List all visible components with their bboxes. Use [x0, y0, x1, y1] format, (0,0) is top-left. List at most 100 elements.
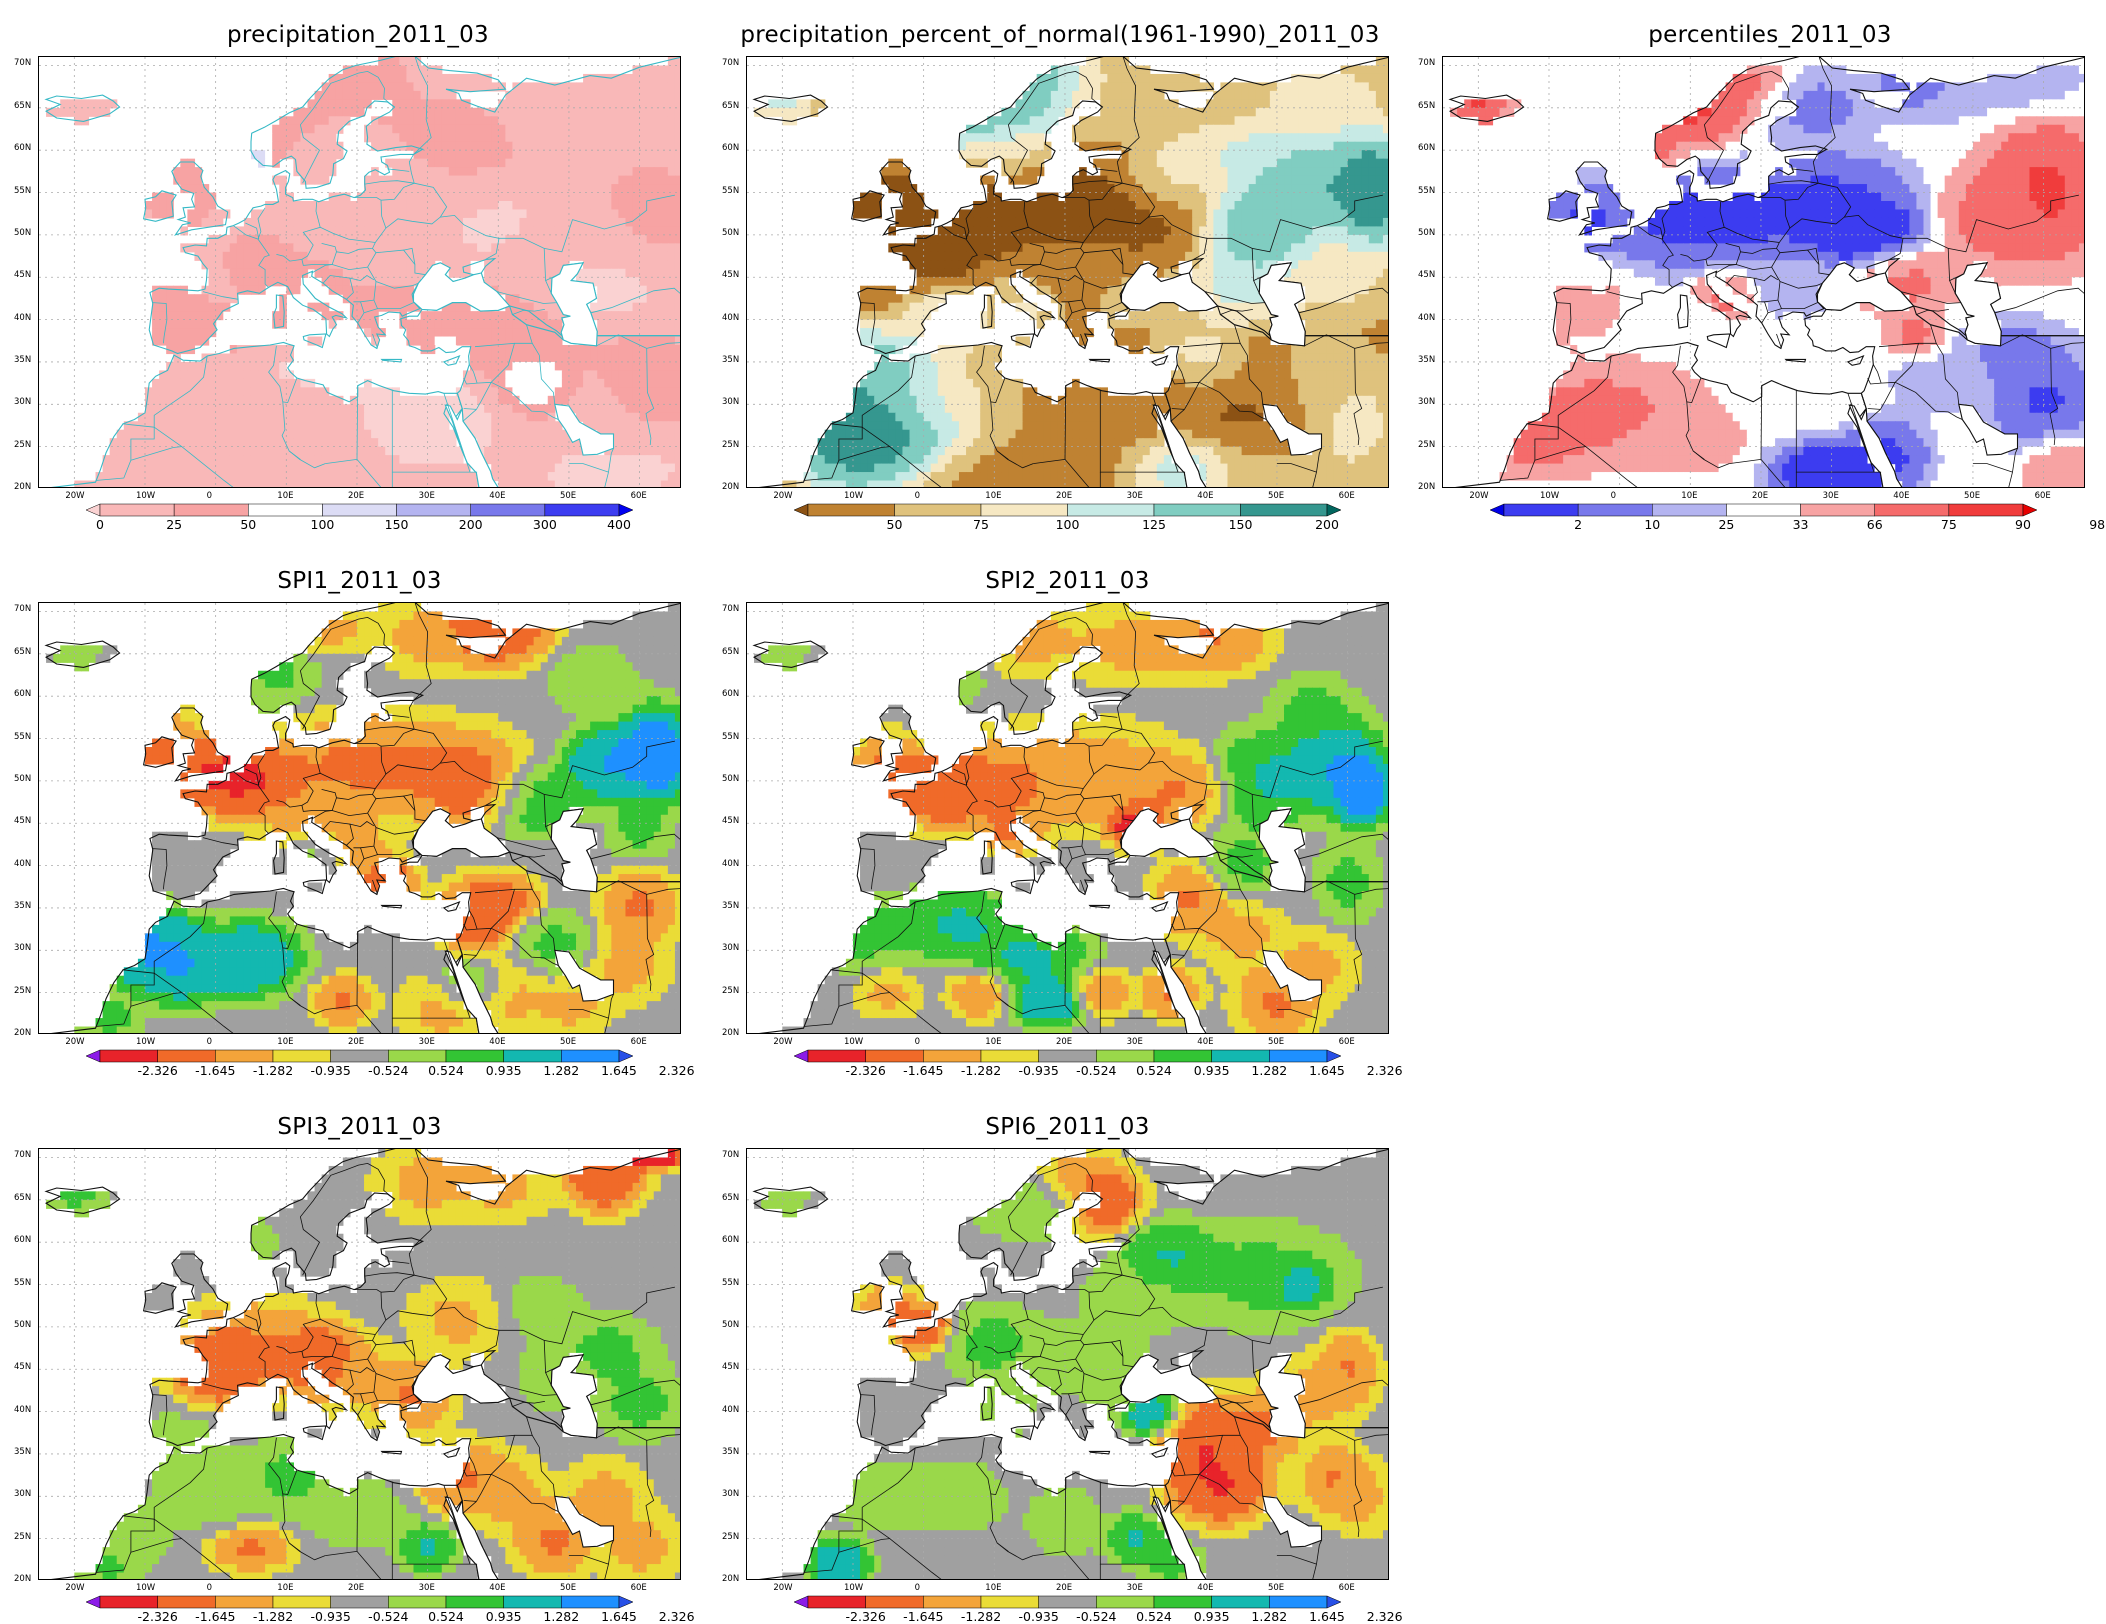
field-cell — [796, 99, 804, 108]
field-cell — [1171, 235, 1179, 244]
field-cell — [654, 82, 662, 91]
field-cell — [406, 235, 414, 244]
field-cell — [548, 201, 556, 210]
field-cell — [647, 311, 655, 320]
field-cell — [867, 201, 875, 210]
field-cell — [1242, 209, 1250, 218]
field-cell — [1065, 209, 1073, 218]
field-cell — [364, 396, 372, 405]
field-cell — [527, 472, 535, 481]
field-cell — [987, 133, 995, 142]
field-cell — [258, 277, 266, 286]
field-cell — [1086, 252, 1094, 261]
field-cell — [647, 353, 655, 362]
field-cell — [867, 209, 875, 218]
field-cell — [350, 82, 358, 91]
field-cell — [1044, 226, 1052, 235]
field-cell — [1213, 184, 1221, 193]
field-cell — [1185, 193, 1193, 202]
field-cell — [1023, 133, 1031, 142]
field-cell — [223, 438, 231, 447]
field-cell — [527, 286, 535, 295]
field-cell — [1369, 345, 1377, 354]
field-cell — [512, 193, 520, 202]
field-cell — [675, 277, 681, 286]
field-cell — [512, 116, 520, 125]
field-cell — [917, 269, 925, 278]
field-cell — [152, 320, 160, 329]
field-cell — [633, 91, 641, 100]
field-cell — [980, 226, 988, 235]
field-cell — [994, 226, 1002, 235]
field-cell — [385, 303, 393, 312]
field-cell — [647, 294, 655, 303]
field-cell — [286, 404, 294, 413]
field-cell — [534, 277, 542, 286]
field-cell — [604, 362, 612, 371]
field-cell — [512, 209, 520, 218]
field-cell — [251, 396, 259, 405]
field-cell — [1355, 243, 1363, 252]
field-cell — [1129, 337, 1137, 346]
field-cell — [1369, 320, 1377, 329]
field-cell — [910, 260, 918, 269]
field-cell — [180, 370, 188, 379]
field-cell — [442, 142, 450, 151]
field-cell — [534, 82, 542, 91]
field-cell — [1341, 74, 1349, 83]
field-cell — [216, 379, 224, 388]
field-cell — [590, 362, 598, 371]
field-cell — [209, 430, 217, 439]
field-cell — [512, 99, 520, 108]
field-cell — [1136, 82, 1144, 91]
field-cell — [675, 294, 681, 303]
field-cell — [378, 91, 386, 100]
field-cell — [562, 201, 570, 210]
field-cell — [534, 99, 542, 108]
field-cell — [152, 201, 160, 210]
field-cell — [1369, 125, 1377, 134]
field-cell — [994, 218, 1002, 227]
field-cell — [548, 404, 556, 413]
field-cell — [527, 142, 535, 151]
field-cell — [1348, 167, 1356, 176]
field-cell — [1242, 167, 1250, 176]
field-cell — [1312, 260, 1320, 269]
field-cell — [534, 184, 542, 193]
field-cell — [322, 421, 330, 430]
colorbar-tick-label: 150 — [385, 517, 409, 532]
field-cell — [527, 209, 535, 218]
field-cell — [1312, 125, 1320, 134]
field-cell — [223, 353, 231, 362]
field-cell — [406, 193, 414, 202]
field-cell — [576, 243, 584, 252]
field-cell — [286, 243, 294, 252]
field-cell — [1157, 99, 1165, 108]
field-cell — [1326, 159, 1334, 168]
field-cell — [1263, 353, 1271, 362]
field-cell — [1235, 218, 1243, 227]
field-cell — [604, 209, 612, 218]
field-cell — [1277, 209, 1285, 218]
field-cell — [399, 226, 407, 235]
field-cell — [994, 260, 1002, 269]
field-cell — [1383, 320, 1389, 329]
field-cell — [470, 396, 478, 405]
field-cell — [265, 345, 273, 354]
field-cell — [583, 108, 591, 117]
field-cell — [910, 209, 918, 218]
field-cell — [661, 226, 669, 235]
field-cell — [300, 159, 308, 168]
field-cell — [343, 404, 351, 413]
field-cell — [477, 243, 485, 252]
field-cell — [1256, 345, 1264, 354]
field-cell — [251, 235, 259, 244]
field-cell — [442, 455, 450, 464]
field-cell — [618, 472, 626, 481]
field-cell — [286, 455, 294, 464]
field-cell — [286, 472, 294, 481]
field-cell — [406, 472, 414, 481]
field-cell — [576, 235, 584, 244]
colorbar-tick-label: 100 — [310, 517, 334, 532]
field-cell — [336, 218, 344, 227]
